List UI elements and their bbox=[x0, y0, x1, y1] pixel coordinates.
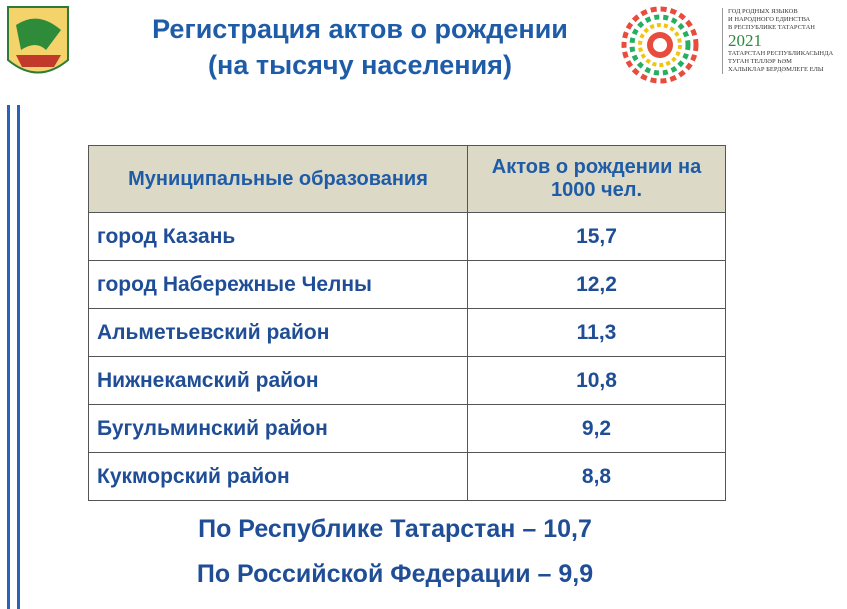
badge-line: ХАЛЫКЛАР БЕРДӘМЛЕГЕ ЕЛЫ bbox=[728, 66, 824, 73]
column-header: Актов о рождении на 1000 чел. bbox=[467, 145, 726, 213]
summary: По Республике Татарстан – 10,7 bbox=[198, 515, 592, 543]
decor-line bbox=[17, 105, 20, 609]
title-line: Регистрация актов о рождении bbox=[152, 14, 568, 44]
badge-line: ТУГАН ТЕЛЛӘР ҺӘМ bbox=[728, 58, 792, 65]
table-cell: 15,7 bbox=[467, 212, 726, 261]
column-header: Муниципальные образования bbox=[88, 145, 468, 213]
badge-line: И НАРОДНОГО ЕДИНСТВА bbox=[728, 16, 811, 23]
badge-line: ГОД РОДНЫХ ЯЗЫКОВ bbox=[728, 8, 798, 15]
table-row: город Казань 15,7 bbox=[88, 212, 726, 261]
table-cell: город Набережные Челны bbox=[88, 260, 468, 309]
table-cell: 10,8 bbox=[467, 356, 726, 405]
table-row: город Набережные Челны 12,2 bbox=[88, 260, 726, 309]
table-cell: Нижнекамский район bbox=[88, 356, 468, 405]
table-row: Нижнекамский район 10,8 bbox=[88, 356, 726, 405]
table-cell: 9,2 bbox=[467, 404, 726, 453]
table-row: Бугульминский район 9,2 bbox=[88, 404, 726, 453]
table-row: Альметьевский район 11,3 bbox=[88, 308, 726, 357]
badge-text: ГОД РОДНЫХ ЯЗЫКОВ И НАРОДНОГО ЕДИНСТВА В… bbox=[722, 8, 833, 74]
badge-line: В РЕСПУБЛИКЕ ТАТАРСТАН bbox=[728, 24, 815, 31]
table-cell: Бугульминский район bbox=[88, 404, 468, 453]
table-row: Кукморский район 8,8 bbox=[88, 452, 726, 501]
table-cell: Альметьевский район bbox=[88, 308, 468, 357]
data-table: Муниципальные образования Актов о рождени… bbox=[88, 145, 726, 501]
table-cell: город Казань bbox=[88, 212, 468, 261]
badge-year: 2021 bbox=[728, 31, 762, 50]
emblem bbox=[7, 6, 69, 74]
badge-line: ТАТАРСТАН РЕСПУБЛИКАСЫНДА bbox=[728, 50, 834, 57]
badge-logo bbox=[621, 6, 699, 84]
table-cell: 8,8 bbox=[467, 452, 726, 501]
title-line: (на тысячу населения) bbox=[208, 50, 512, 80]
table-cell: Кукморский район bbox=[88, 452, 468, 501]
summary: По Российской Федерации – 9,9 bbox=[196, 560, 594, 588]
table-cell: 12,2 bbox=[467, 260, 726, 309]
decor-line bbox=[7, 105, 10, 609]
table-cell: 11,3 bbox=[467, 308, 726, 357]
